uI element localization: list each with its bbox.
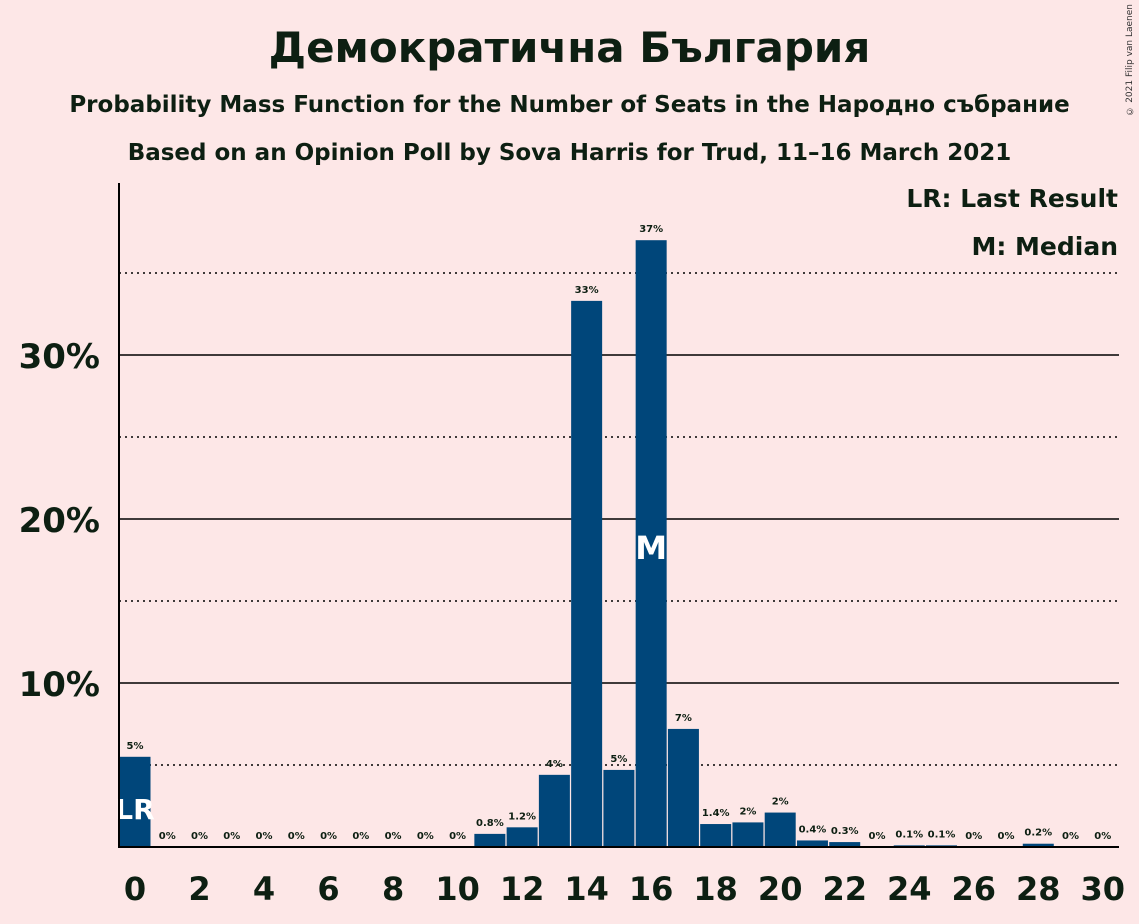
x-tick-label: 26 (951, 870, 996, 908)
data-label: 0.1% (928, 829, 956, 840)
legend-median: M: Median (971, 232, 1118, 261)
bar (700, 824, 732, 847)
data-label: 0% (449, 831, 466, 842)
data-label: 1.4% (702, 808, 730, 819)
bar (635, 240, 667, 847)
x-tick-label: 0 (124, 870, 146, 908)
data-label: 5% (127, 741, 144, 752)
data-label: 0.4% (799, 824, 827, 835)
data-label: 37% (639, 224, 663, 235)
data-label: 0% (352, 831, 369, 842)
x-tick-label: 20 (758, 870, 803, 908)
data-label: 2% (739, 806, 756, 817)
data-label: 0% (965, 831, 982, 842)
data-label: 1.2% (508, 811, 536, 822)
chart-source: Based on an Opinion Poll by Sova Harris … (127, 140, 1012, 166)
bar (474, 833, 506, 847)
data-label: 0% (159, 831, 176, 842)
x-tick-label: 22 (822, 870, 867, 908)
data-label: 0.3% (831, 826, 859, 837)
data-label: 0.2% (1024, 828, 1052, 839)
bar (538, 774, 570, 847)
data-label: 2% (772, 797, 789, 808)
bar (796, 840, 828, 847)
bar (764, 812, 796, 847)
data-label: 33% (575, 285, 599, 296)
bar (506, 827, 538, 847)
y-tick-label: 10% (19, 665, 100, 705)
chart-subtitle: Probability Mass Function for the Number… (69, 92, 1070, 118)
x-tick-label: 4 (253, 870, 275, 908)
bar (1022, 843, 1054, 847)
last-result-marker: LR (115, 793, 154, 826)
data-label: 0% (417, 831, 434, 842)
x-tick-label: 8 (382, 870, 404, 908)
data-label: 0% (256, 831, 273, 842)
y-tick-label: 30% (19, 337, 100, 377)
data-label: 0% (998, 831, 1015, 842)
data-label: 0.1% (895, 829, 923, 840)
x-tick-label: 16 (629, 870, 674, 908)
y-tick-label: 20% (19, 501, 100, 541)
bar (732, 822, 764, 847)
bar (829, 842, 861, 847)
bar (667, 728, 699, 847)
data-label: 0% (1062, 831, 1079, 842)
data-label: 0% (223, 831, 240, 842)
data-label: 0.8% (476, 818, 504, 829)
data-label: 0% (868, 831, 885, 842)
data-label: 0% (320, 831, 337, 842)
data-label: 7% (675, 713, 692, 724)
x-tick-label: 2 (188, 870, 210, 908)
data-label: 0% (288, 831, 305, 842)
x-tick-label: 10 (435, 870, 480, 908)
data-label: 0% (385, 831, 402, 842)
chart-title: Демократична България (268, 23, 871, 72)
x-tick-label: 24 (887, 870, 932, 908)
x-tick-label: 18 (693, 870, 738, 908)
data-label: 5% (610, 754, 627, 765)
data-label: 4% (546, 759, 563, 770)
bar (571, 300, 603, 847)
legend-last-result: LR: Last Result (906, 184, 1118, 213)
bar (603, 769, 635, 847)
median-marker: M (635, 529, 667, 567)
data-label: 0% (191, 831, 208, 842)
x-tick-label: 28 (1016, 870, 1061, 908)
bar (119, 756, 151, 847)
x-tick-label: 6 (317, 870, 339, 908)
x-tick-label: 14 (564, 870, 609, 908)
data-label: 0% (1094, 831, 1111, 842)
x-tick-label: 30 (1081, 870, 1126, 908)
x-tick-label: 12 (500, 870, 545, 908)
